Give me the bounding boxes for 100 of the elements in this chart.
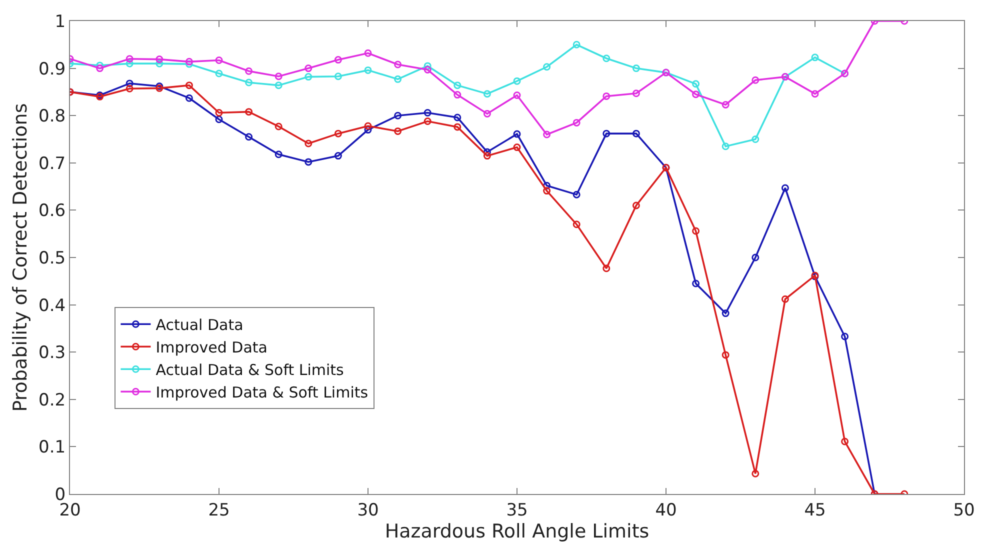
point [632, 64, 640, 72]
legend-label: Improved Data [156, 338, 268, 356]
point [274, 150, 282, 158]
point [126, 60, 134, 68]
x-tick-label: 40 [655, 500, 677, 520]
point [513, 92, 521, 100]
point [185, 94, 193, 102]
x-tick-label: 45 [804, 500, 826, 520]
point [602, 264, 610, 272]
point [572, 190, 580, 198]
point [126, 84, 134, 92]
point [752, 136, 760, 143]
point [364, 126, 372, 134]
point [543, 130, 551, 138]
point [483, 90, 491, 98]
point [245, 133, 253, 141]
point [364, 49, 372, 57]
point [334, 56, 342, 64]
point [722, 351, 730, 359]
point [274, 122, 282, 130]
point [156, 56, 164, 64]
y-tick-label: 0.1 [38, 438, 66, 458]
point [513, 130, 521, 138]
point [513, 144, 521, 152]
point [692, 280, 700, 288]
point [692, 227, 700, 235]
point [424, 66, 432, 74]
y-tick-label: 0.5 [38, 248, 66, 268]
x-tick-label: 35 [506, 500, 528, 520]
point [126, 55, 134, 63]
point [781, 295, 789, 303]
point [752, 254, 760, 262]
point [274, 82, 282, 90]
y-tick-label: 0.3 [38, 343, 66, 364]
point [304, 73, 312, 81]
point [722, 142, 730, 150]
point [424, 62, 432, 70]
point [245, 78, 253, 86]
y-tick-label: 0.2 [38, 390, 66, 410]
point [841, 332, 849, 340]
point [394, 127, 402, 135]
point [602, 130, 610, 138]
y-tick-label: 0.9 [38, 59, 66, 80]
point [722, 100, 730, 108]
y-tick-label: 0.8 [38, 106, 66, 127]
point [304, 158, 312, 166]
point [364, 122, 372, 130]
point [454, 82, 462, 90]
point [692, 90, 700, 98]
point [454, 114, 462, 122]
legend-label: Actual Data [156, 316, 244, 334]
point [543, 187, 551, 195]
legend-label: Improved Data & Soft Limits [156, 383, 368, 402]
point [602, 54, 610, 62]
point [424, 118, 432, 126]
point [752, 470, 760, 478]
point [304, 140, 312, 148]
point [572, 40, 580, 48]
point [245, 108, 253, 116]
y-tick-label: 0.6 [38, 201, 66, 222]
point [394, 60, 402, 68]
legend-label: Actual Data & Soft Limits [156, 360, 344, 379]
point [156, 60, 164, 68]
point [394, 75, 402, 83]
point [543, 63, 551, 71]
x-axis-title: Hazardous Roll Angle Limits [384, 520, 650, 542]
point [364, 66, 372, 74]
point [543, 182, 551, 190]
point [215, 56, 223, 64]
point [215, 109, 223, 117]
y-tick-label: 0.4 [38, 296, 66, 316]
point [513, 77, 521, 85]
point [602, 92, 610, 100]
point [632, 90, 640, 98]
point [483, 148, 491, 156]
point [126, 80, 134, 88]
point [334, 152, 342, 160]
point [811, 54, 819, 62]
point [722, 310, 730, 318]
x-tick-label: 20 [59, 500, 81, 520]
point [572, 220, 580, 228]
x-tick-label: 25 [208, 500, 230, 520]
point [274, 72, 282, 80]
point [334, 130, 342, 138]
point [483, 152, 491, 160]
point [96, 64, 104, 72]
y-tick-label: 0.7 [38, 154, 66, 174]
point [185, 60, 193, 68]
point [572, 118, 580, 126]
point [424, 109, 432, 117]
point [781, 184, 789, 192]
point [454, 123, 462, 131]
point [752, 76, 760, 84]
point [394, 112, 402, 120]
point [692, 80, 700, 88]
point [632, 130, 640, 138]
point [632, 202, 640, 210]
x-tick-label: 30 [357, 500, 379, 520]
point [304, 64, 312, 72]
point [215, 116, 223, 124]
